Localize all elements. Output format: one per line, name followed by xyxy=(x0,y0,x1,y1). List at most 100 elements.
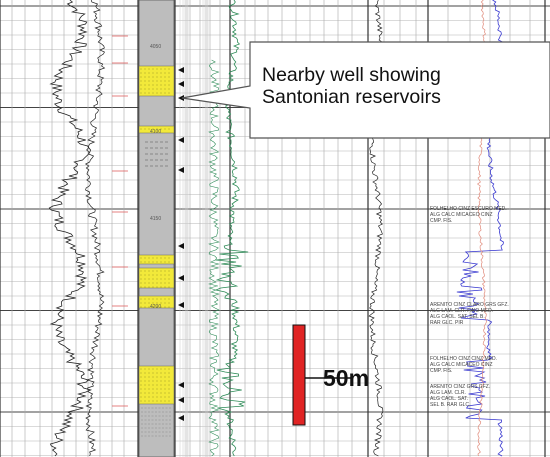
sand-dot xyxy=(152,388,154,390)
sand-dot xyxy=(168,76,170,78)
sand-dot xyxy=(140,274,142,276)
sand-dot xyxy=(164,274,166,276)
sand-dot xyxy=(156,400,158,402)
porosity-curve xyxy=(214,0,249,457)
marker-triangle xyxy=(178,67,184,73)
sand-dot xyxy=(156,274,158,276)
sand-dot xyxy=(152,80,154,82)
sand-dot xyxy=(144,270,146,272)
sand-dot xyxy=(168,92,170,94)
sand-dot xyxy=(140,372,142,374)
sand-dot xyxy=(156,80,158,82)
sand-dot xyxy=(164,380,166,382)
sand-dot xyxy=(164,84,166,86)
sand-dot xyxy=(140,384,142,386)
sand-dot xyxy=(156,388,158,390)
sand-dot xyxy=(144,76,146,78)
sand-dot xyxy=(156,306,158,308)
sand-dot xyxy=(156,302,158,304)
sand-dot xyxy=(168,306,170,308)
sand-dot xyxy=(168,396,170,398)
sand-dot xyxy=(144,278,146,280)
sand-dot xyxy=(144,384,146,386)
sand-dot xyxy=(160,396,162,398)
marker-triangle xyxy=(178,397,184,403)
sand-dot xyxy=(140,396,142,398)
marker-triangle xyxy=(178,95,184,101)
sand-dot xyxy=(164,286,166,288)
sand-dot xyxy=(152,270,154,272)
sand-dot xyxy=(152,92,154,94)
sand-dot xyxy=(156,396,158,398)
annotation-line: SEL B. RAR GLC. xyxy=(430,402,471,408)
sand-dot xyxy=(168,388,170,390)
annotation-line: FOLHELHO CINZ CINZ MED. xyxy=(430,356,497,362)
sand-dot xyxy=(168,274,170,276)
sand-dot xyxy=(152,128,154,130)
sand-dot xyxy=(148,372,150,374)
sand-dot xyxy=(156,128,158,130)
annotation-line: RAR GLC. PIR xyxy=(430,320,464,326)
sand-dot xyxy=(168,286,170,288)
sand-dot xyxy=(140,282,142,284)
sand-dot xyxy=(160,306,162,308)
sand-dot xyxy=(152,298,154,300)
sand-dot xyxy=(156,84,158,86)
sand-dot xyxy=(164,128,166,130)
sand-dot xyxy=(144,368,146,370)
sand-dot xyxy=(144,80,146,82)
sand-dot xyxy=(168,84,170,86)
sand-dot xyxy=(160,76,162,78)
depth-label: 4100 xyxy=(150,129,162,135)
sand-dot xyxy=(160,80,162,82)
sand-dot xyxy=(152,261,154,263)
sand-interval xyxy=(138,254,175,265)
sand-dot xyxy=(152,376,154,378)
sand-dot xyxy=(156,286,158,288)
sand-dot xyxy=(168,72,170,74)
annotation-line: FOLHELHO CINZ ESCURO MED. xyxy=(430,206,507,212)
sand-dot xyxy=(148,76,150,78)
sand-dot xyxy=(144,274,146,276)
sand-dot xyxy=(144,380,146,382)
sand-dot xyxy=(148,88,150,90)
sand-dot xyxy=(148,380,150,382)
sand-interval xyxy=(138,125,175,134)
sand-dot xyxy=(160,302,162,304)
sand-dot xyxy=(148,261,150,263)
sand-dot xyxy=(164,257,166,259)
sand-dot xyxy=(160,88,162,90)
sand-dot xyxy=(156,384,158,386)
annotation-line: CMP. FIS. xyxy=(430,218,453,224)
sand-dot xyxy=(140,380,142,382)
sand-dot xyxy=(156,298,158,300)
sand-dot xyxy=(164,396,166,398)
sand-dot xyxy=(168,400,170,402)
sand-dot xyxy=(152,368,154,370)
lithology-annotation: ARENITO CINZ CLARO GRS GFZ. ALG LAM. CLR… xyxy=(430,302,509,326)
sand-dot xyxy=(140,88,142,90)
sand-dot xyxy=(144,306,146,308)
sand-dot xyxy=(152,84,154,86)
sand-dot xyxy=(144,282,146,284)
sand-dot xyxy=(152,302,154,304)
marker-triangle xyxy=(178,302,184,308)
lithology-annotation: FOLHELHO CINZ ESCURO MED. ALG CALC MICAC… xyxy=(430,206,507,224)
sand-dot xyxy=(160,72,162,74)
sand-dot xyxy=(164,400,166,402)
sand-dot xyxy=(140,388,142,390)
sand-dot xyxy=(168,376,170,378)
marker-triangle xyxy=(178,382,184,388)
lithology-annotation: ARENITO CINZ GRS GFZ. ALG LAM. CLR. ALG … xyxy=(430,384,490,408)
sand-dot xyxy=(156,278,158,280)
sand-dot xyxy=(140,128,142,130)
sand-dot xyxy=(140,270,142,272)
sand-dot xyxy=(144,128,146,130)
lithology-column xyxy=(138,0,175,457)
sand-dot xyxy=(160,286,162,288)
sand-dot xyxy=(164,392,166,394)
sand-dot xyxy=(144,372,146,374)
annotation-line: ALG CAOL. SAT. xyxy=(430,396,468,402)
sand-dot xyxy=(168,80,170,82)
sand-dot xyxy=(168,282,170,284)
